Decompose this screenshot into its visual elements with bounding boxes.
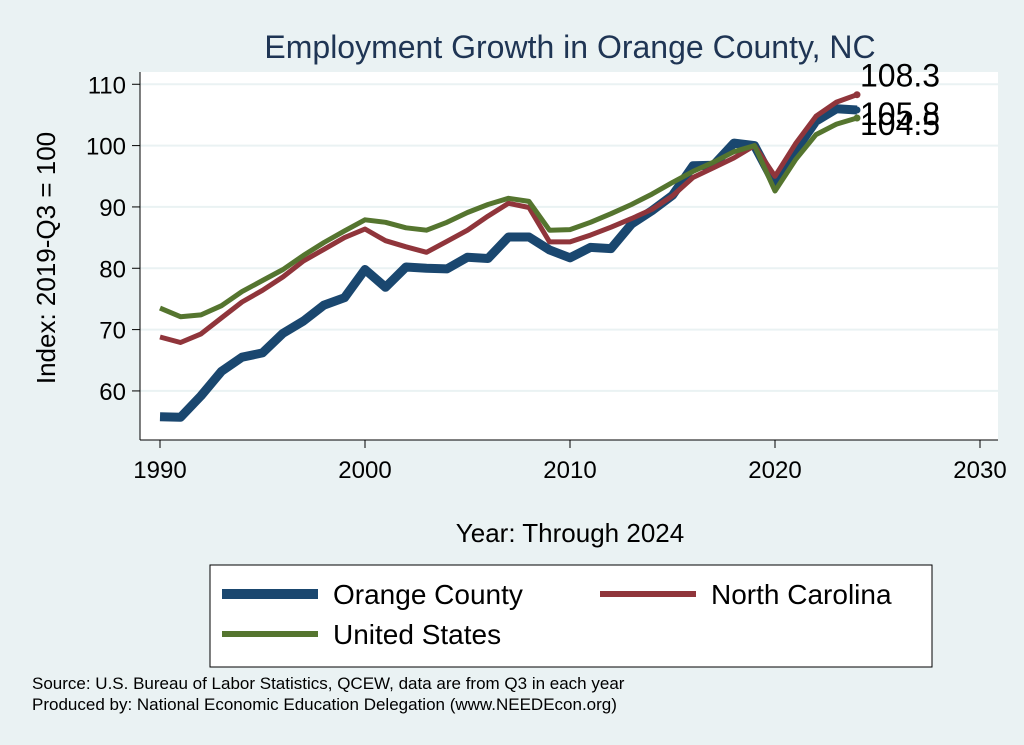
- y-tick-label-100: 100: [86, 134, 126, 161]
- series-line-orange-county: [159, 104, 858, 422]
- producer-note: Produced by: National Economic Education…: [32, 695, 617, 714]
- x-tick-label-2010: 2010: [543, 457, 596, 484]
- ticks: 60 70 80 90 100 110 1990 2000 2010 2020 2030: [86, 72, 1007, 484]
- x-tick-label-2000: 2000: [338, 457, 391, 484]
- end-label-united-states: 104.5: [860, 106, 940, 142]
- series: [159, 92, 858, 422]
- legend: Orange County North Carolina United Stat…: [209, 564, 933, 668]
- end-label-north-carolina: 108.3: [860, 58, 940, 94]
- legend-label-north-carolina: North Carolina: [711, 579, 892, 610]
- x-tick-label-1990: 1990: [133, 457, 186, 484]
- series-line-north-carolina: [159, 92, 858, 345]
- legend-label-orange-county: Orange County: [333, 579, 523, 610]
- end-point-north-carolina: [853, 91, 861, 99]
- end-label-orange-county: 105.8: [860, 96, 940, 132]
- end-point-united-states: [853, 114, 861, 122]
- series-line-united-states: [159, 115, 858, 320]
- end-point-orange-county: [853, 106, 861, 114]
- axes: [139, 72, 998, 441]
- x-tick-label-2030: 2030: [953, 457, 1006, 484]
- y-tick-label-80: 80: [99, 256, 126, 283]
- legend-label-united-states: United States: [333, 619, 501, 650]
- y-tick-label-70: 70: [99, 318, 126, 345]
- source-note: Source: U.S. Bureau of Labor Statistics,…: [32, 674, 625, 693]
- y-axis-label: Index: 2019-Q3 = 100: [31, 132, 61, 384]
- y-tick-label-110: 110: [88, 72, 126, 99]
- y-tick-label-60: 60: [99, 379, 126, 406]
- x-axis-label: Year: Through 2024: [456, 518, 684, 548]
- x-tick-label-2020: 2020: [748, 457, 801, 484]
- legend-box: [209, 564, 933, 668]
- y-tick-label-90: 90: [99, 195, 126, 222]
- chart-title: Employment Growth in Orange County, NC: [264, 29, 875, 65]
